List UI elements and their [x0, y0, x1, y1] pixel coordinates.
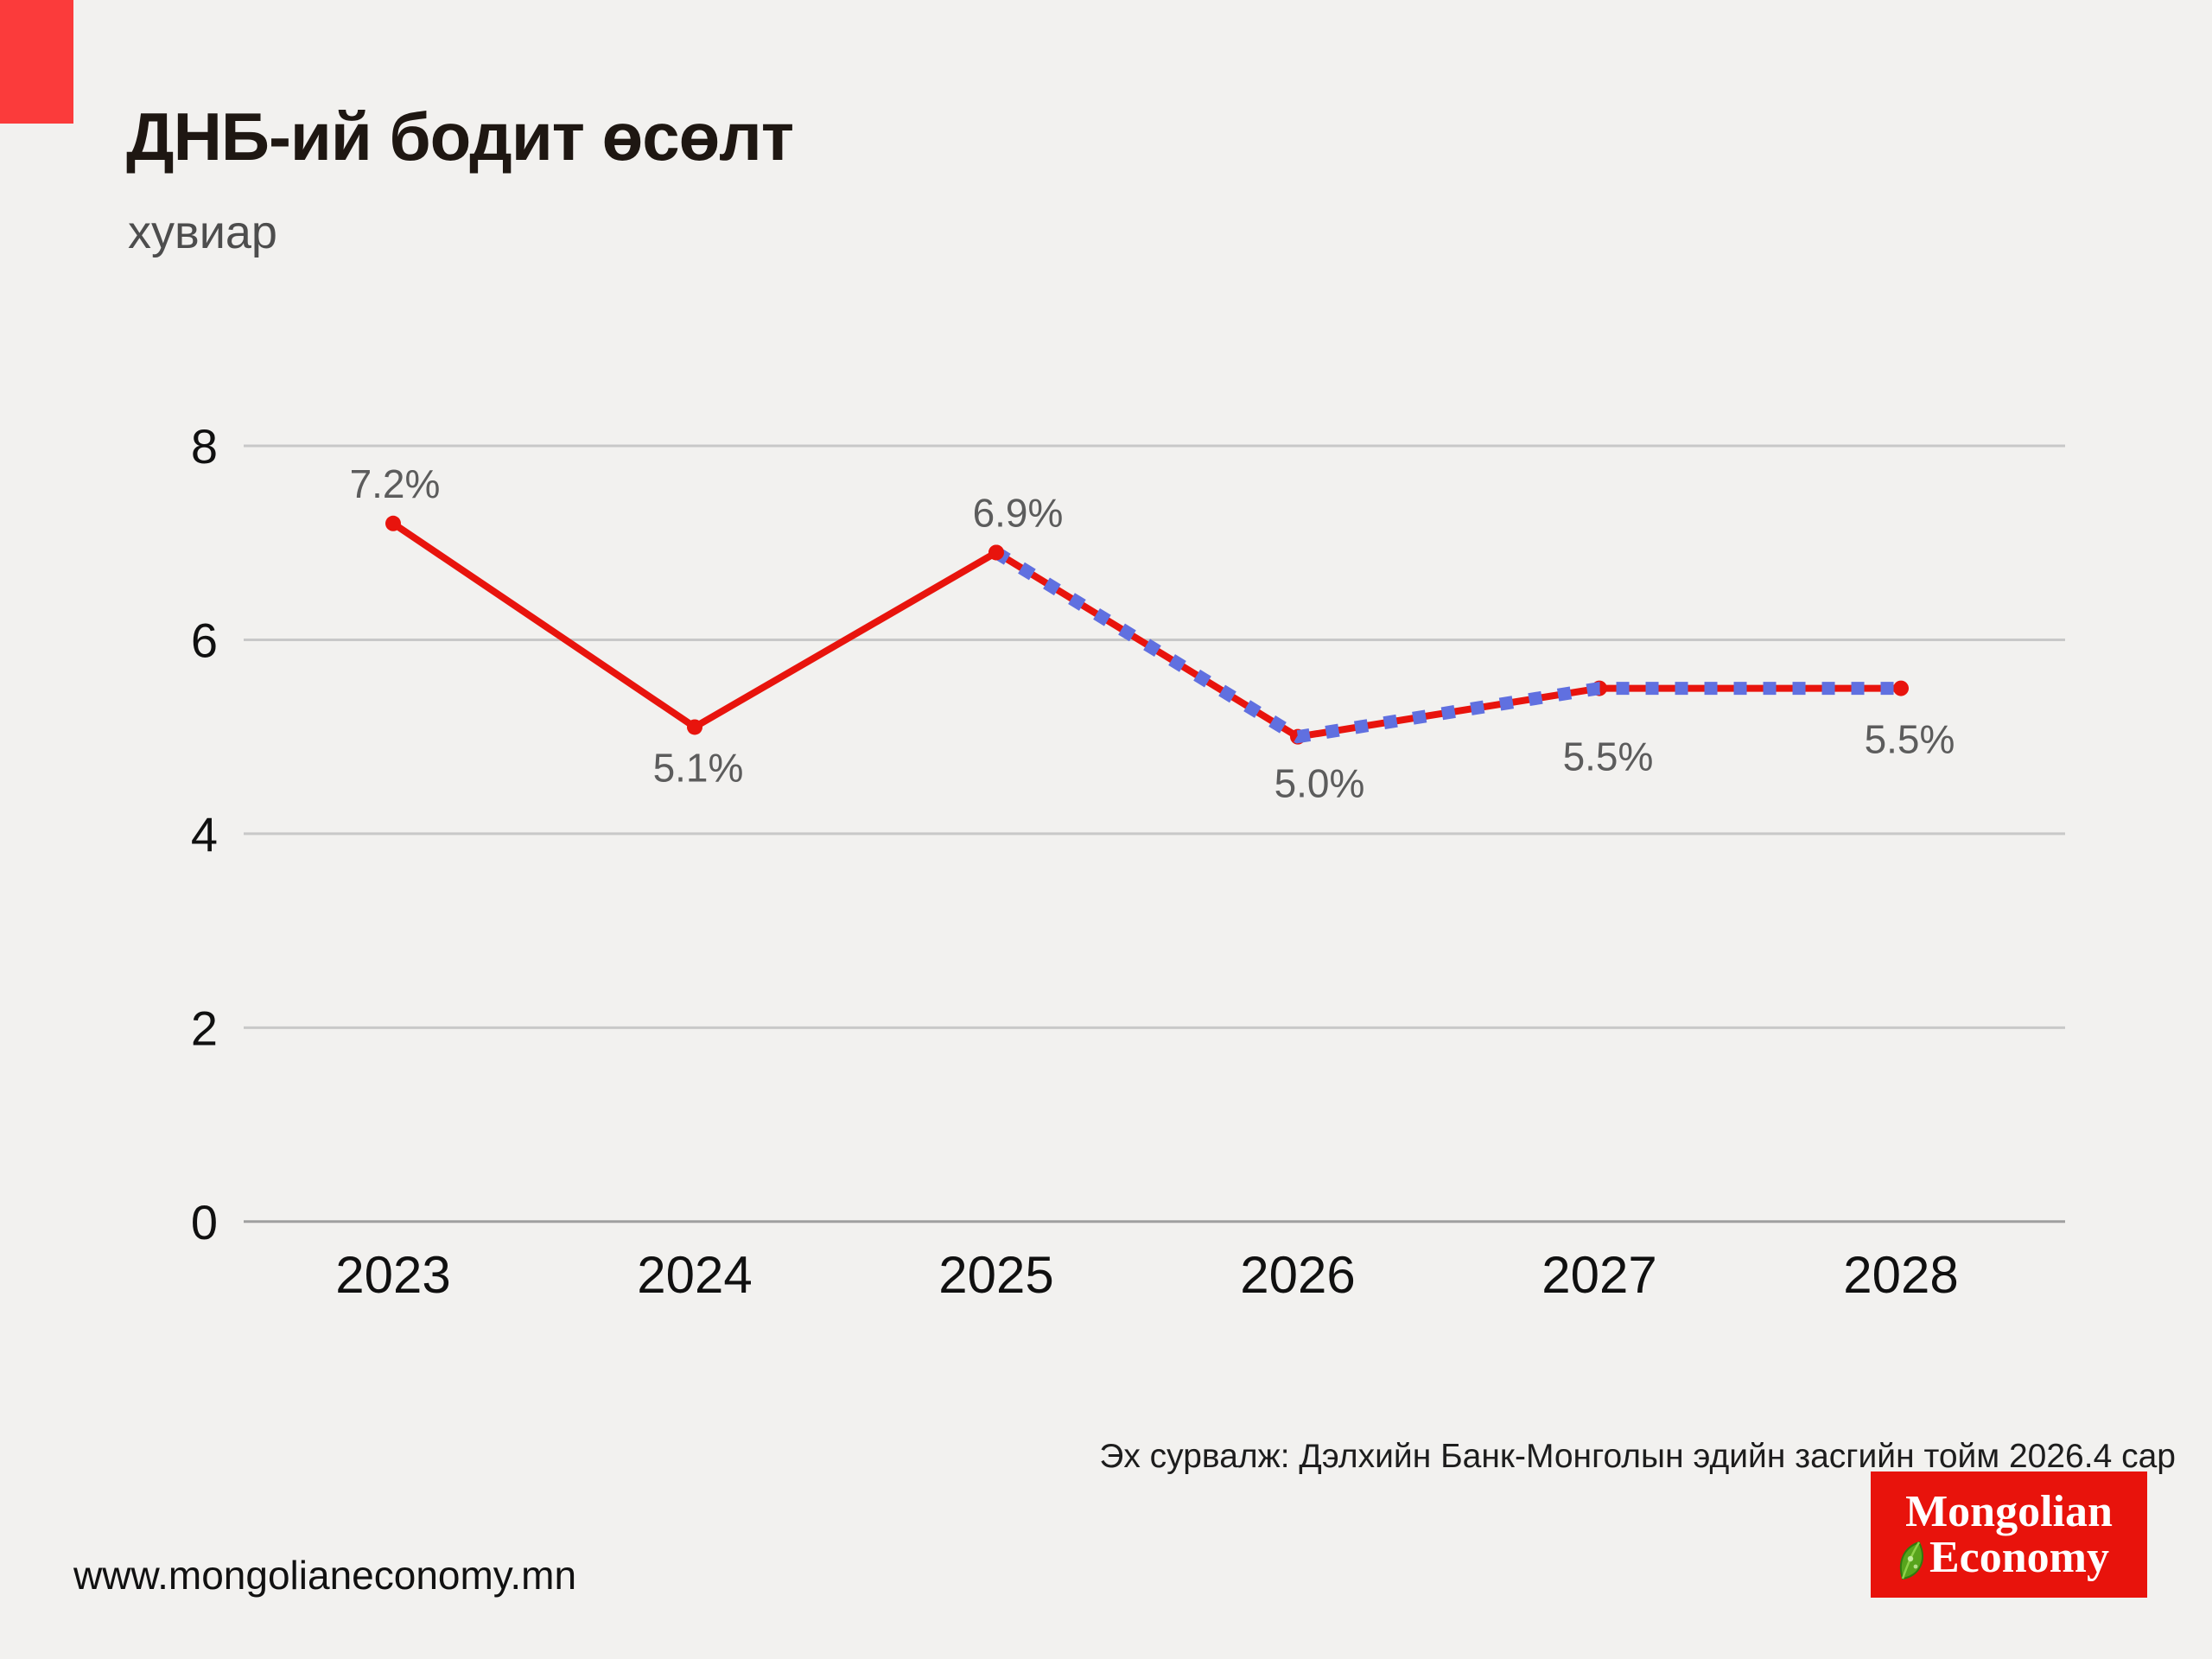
y-tick-label: 0: [191, 1195, 218, 1249]
data-point-marker: [385, 515, 401, 531]
website-url: www.mongolianeconomy.mn: [73, 1553, 577, 1598]
data-point-label: 5.1%: [653, 745, 744, 790]
data-point-marker: [1893, 680, 1909, 696]
data-point-label: 5.5%: [1563, 734, 1654, 779]
forecast-line-dashed: [993, 547, 1901, 744]
y-tick-label: 2: [191, 1001, 218, 1055]
data-point-marker: [988, 544, 1004, 561]
data-point-marker: [687, 719, 702, 735]
mongolian-economy-logo: Mongolian Economy: [1871, 1471, 2147, 1598]
x-tick-label: 2023: [335, 1246, 450, 1304]
logo-text-economy: Economy: [1929, 1533, 2109, 1582]
x-tick-label: 2024: [637, 1246, 752, 1304]
accent-rectangle: [0, 0, 73, 124]
data-point-label: 5.0%: [1274, 761, 1365, 806]
page-subtitle: хувиар: [128, 207, 277, 258]
x-tick-label: 2027: [1541, 1246, 1656, 1304]
y-tick-label: 8: [191, 419, 218, 474]
x-tick-label: 2025: [938, 1246, 1053, 1304]
actual-line: [390, 519, 1000, 731]
data-point-label: 6.9%: [973, 490, 1064, 535]
logo-text-line1: Mongolian: [1905, 1486, 2113, 1536]
leaf-icon: [1899, 1541, 1923, 1580]
data-point-label: 7.2%: [350, 461, 441, 506]
logo-text-line2: Economy: [1899, 1533, 2109, 1582]
y-tick-label: 4: [191, 807, 218, 861]
source-note: Эх сурвалж: Дэлхийн Банк-Монголын эдийн …: [1099, 1438, 2176, 1475]
y-tick-label: 6: [191, 613, 218, 667]
x-tick-label: 2026: [1240, 1246, 1355, 1304]
page-title: ДНБ-ий бодит өсөлт: [126, 99, 794, 175]
data-point-label: 5.5%: [1865, 717, 1955, 762]
x-tick-label: 2028: [1843, 1246, 1958, 1304]
